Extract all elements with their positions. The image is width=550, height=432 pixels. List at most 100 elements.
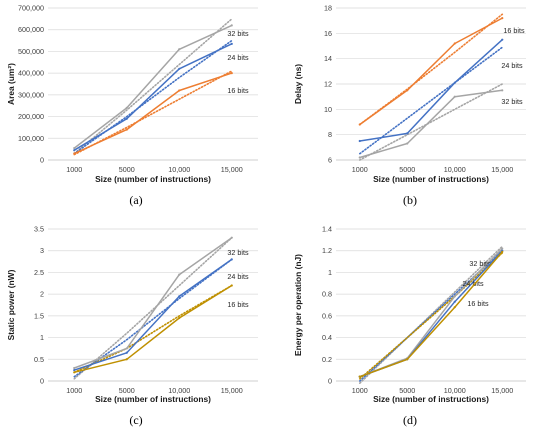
y-tick-label: 0.6 [322,311,332,320]
data-point [501,89,504,92]
data-point [73,149,76,152]
data-point [230,42,233,45]
y-tick-label: 0 [40,377,44,386]
panel-caption: (c) [129,413,142,427]
data-point [358,139,361,143]
y-tick-label: 1.2 [322,246,332,255]
y-tick-label: 16 [324,29,332,38]
panel-caption: (a) [129,193,142,207]
series-line-32-bits [359,89,503,159]
y-tick-label: 3.5 [34,225,44,234]
y-tick-label: 300,000 [18,90,44,99]
x-tick-label: 15,000 [221,386,243,395]
y-tick-label: 14 [324,54,332,63]
y-tick-label: 1.5 [34,311,44,320]
data-point [230,236,233,239]
y-tick-label: 3 [40,246,44,255]
data-point [406,142,409,145]
x-tick-label: 10,000 [168,165,190,174]
series-label: 24 bits [462,279,484,288]
data-point [453,95,456,98]
trendline-16-bits [73,284,233,374]
data-point [178,89,181,92]
x-tick-label: 1000 [352,386,368,395]
series-line-16-bits [74,284,233,374]
y-tick-label: 12 [324,80,332,89]
panel-caption: (b) [403,193,417,207]
data-point [230,24,233,27]
series-label: 16 bits [503,26,525,35]
data-point [73,146,76,150]
data-point [230,72,233,75]
series-line-24-bits [359,39,503,142]
series-label: 16 bits [227,86,249,95]
x-tick-label: 10,000 [444,165,466,174]
data-point [73,371,76,374]
y-tick-label: 1 [40,333,44,342]
y-tick-label: 6 [328,156,332,165]
y-tick-label: 0.5 [34,355,44,364]
series-label: 16 bits [227,300,249,309]
y-tick-label: 600,000 [18,25,44,34]
x-tick-label: 15,000 [221,165,243,174]
y-tick-label: 500,000 [18,47,44,56]
data-point [178,273,181,276]
data-point [230,258,233,261]
data-point [125,117,128,120]
panel-caption: (d) [403,413,417,427]
trendline-32-bits [358,83,504,161]
x-tick-label: 15,000 [491,165,513,174]
series-label: 32 bits [501,97,523,106]
data-point [125,106,128,109]
series-label: 16 bits [467,299,489,308]
x-tick-label: 5000 [119,386,135,395]
trendline-32-bits [73,236,233,380]
data-point [501,17,504,20]
x-tick-label: 10,000 [168,386,190,395]
y-tick-label: 0 [40,156,44,165]
chart-c: 0 0.5 1 1.5 2 2.5 3 3.5 1000 5000 10,000 15,000 Size… [6,225,258,427]
x-tick-label: 5000 [399,165,415,174]
series-label: 24 bits [227,272,249,281]
x-tick-label: 10,000 [444,386,466,395]
y-tick-label: 8 [328,130,332,139]
x-tick-label: 1000 [352,165,368,174]
data-point [453,306,456,309]
trendline-32-bits [73,18,233,155]
y-axis-title: Area (um²) [6,63,16,105]
data-point [178,48,181,51]
y-tick-label: 0.2 [322,355,332,364]
data-point [73,369,76,372]
data-point [453,81,456,84]
data-point [125,128,128,131]
series-line-16-bits [359,17,503,126]
series-label: 24 bits [501,61,523,70]
data-point [125,347,128,350]
series-line-32-bits [74,237,233,369]
data-point [73,366,76,370]
data-point [125,351,128,354]
series-label: 32 bits [227,29,249,38]
x-axis-title: Size (number of instructions) [95,174,211,184]
data-point [406,89,409,92]
data-point [178,67,181,70]
chart-d: 0 0.2 0.4 0.6 0.8 1 1.2 1.4 1000 5000 10,000 15,000… [293,225,526,427]
y-tick-label: 2.5 [34,268,44,277]
series-line-24-bits [74,258,233,371]
data-point [406,358,409,361]
series-line-32-bits [73,24,233,149]
y-axis-title: Static power (nW) [6,269,16,340]
x-tick-label: 1000 [66,386,82,395]
y-tick-label: 200,000 [18,112,44,121]
data-point [125,358,128,361]
data-point [358,123,361,126]
data-point [453,42,456,45]
data-point [453,300,456,303]
data-point [73,152,76,155]
data-point [230,284,233,287]
y-axis-title: Energy per operation (nJ) [293,254,303,356]
y-tick-label: 0.8 [322,290,332,299]
data-point [501,247,504,250]
x-axis-title: Size (number of instructions) [95,394,211,404]
